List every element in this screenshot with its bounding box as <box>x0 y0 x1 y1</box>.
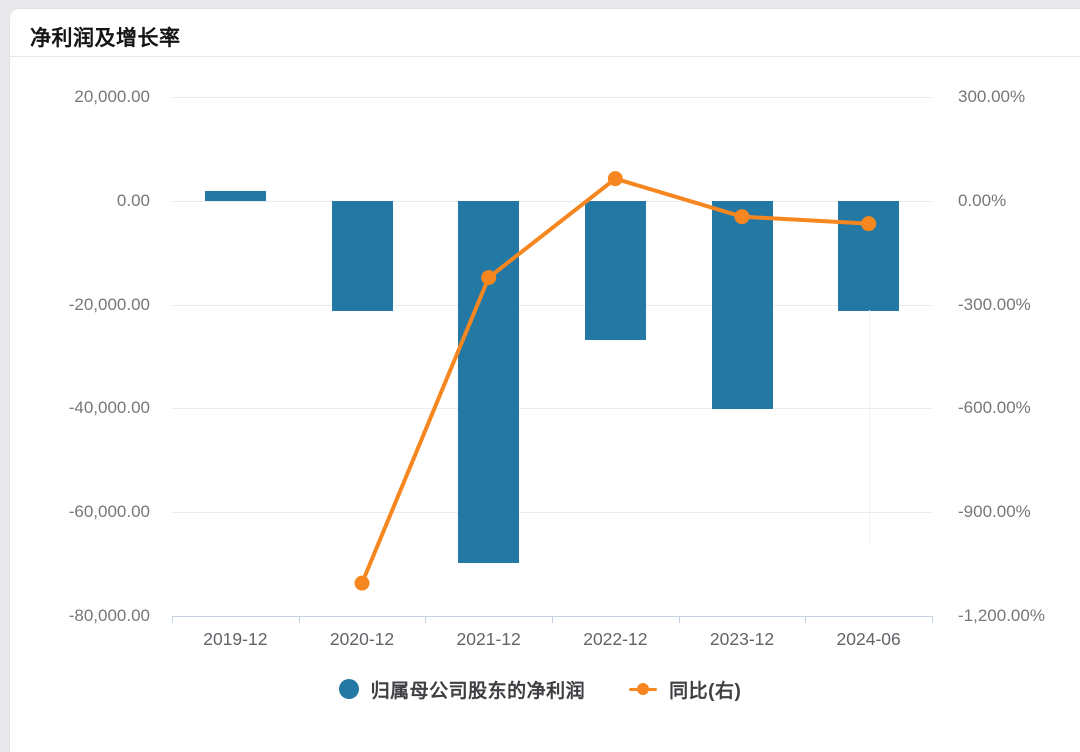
x-axis-label: 2023-12 <box>709 629 775 649</box>
legend-item-yoy[interactable]: 同比(右) <box>629 676 741 703</box>
x-axis-label: 2019-12 <box>203 629 268 649</box>
bar-2022-12[interactable] <box>584 200 646 340</box>
x-axis-label: 2020-12 <box>329 629 395 649</box>
y-axis-label-left: -60,000.00 <box>68 502 150 522</box>
y-axis-label-left: -40,000.00 <box>68 398 150 418</box>
card-header: 净利润及增长率 <box>9 8 1080 56</box>
legend-label: 归属母公司股东的净利润 <box>370 680 586 702</box>
legend-item-net-profit[interactable]: 归属母公司股东的净利润 <box>338 676 586 703</box>
x-axis-tick <box>172 616 173 623</box>
line-point[interactable] <box>354 575 370 591</box>
axis-pointer-artifact <box>869 310 870 545</box>
gridline <box>172 304 932 306</box>
x-axis-tick <box>298 616 300 623</box>
legend-label: 同比(右) <box>669 680 742 702</box>
y-axis-label-left: -80,000.00 <box>68 606 150 625</box>
y-axis-label-right: 0.00% <box>958 190 1007 210</box>
bar-2019-12[interactable] <box>204 190 266 201</box>
y-axis-label-right: -300.00% <box>958 294 1031 314</box>
line-point[interactable] <box>481 270 497 286</box>
x-axis-tick <box>932 616 933 623</box>
bar-2020-12[interactable] <box>331 200 393 311</box>
chart-title: 净利润及增长率 <box>30 27 181 50</box>
bar-series-marker-icon <box>338 679 359 699</box>
chart-card <box>9 8 1080 752</box>
x-axis-label: 2024-06 <box>836 629 901 649</box>
gridline <box>172 512 932 514</box>
y-axis-label-right: -1,200.00% <box>958 606 1045 625</box>
chart-legend: 归属母公司股东的净利润 同比(右) <box>0 672 1080 706</box>
gridline <box>172 97 932 98</box>
y-axis-label-right: -900.00% <box>958 502 1031 522</box>
bar-2023-12[interactable] <box>711 200 773 409</box>
y-axis-label-left: 20,000.00 <box>74 87 150 106</box>
x-axis-label: 2021-12 <box>456 629 521 649</box>
trend-line-path <box>360 176 871 586</box>
x-axis-label: 2022-12 <box>583 629 648 649</box>
header-divider <box>10 56 1080 57</box>
x-axis-tick <box>552 616 553 623</box>
gridline <box>172 408 932 410</box>
line-point[interactable] <box>607 171 623 187</box>
gridline <box>172 200 932 202</box>
y-axis-label-right: 300.00% <box>958 87 1026 106</box>
y-axis-label-left: 0.00 <box>116 190 150 210</box>
line-point[interactable] <box>734 209 750 225</box>
x-axis-tick <box>678 616 680 623</box>
line-point[interactable] <box>861 216 877 232</box>
x-axis-tick <box>425 616 427 623</box>
y-axis-label-left: -20,000.00 <box>68 294 150 314</box>
x-axis-tick <box>805 616 807 623</box>
y-axis-label-right: -600.00% <box>958 398 1031 418</box>
line-series-marker-icon <box>629 679 658 699</box>
